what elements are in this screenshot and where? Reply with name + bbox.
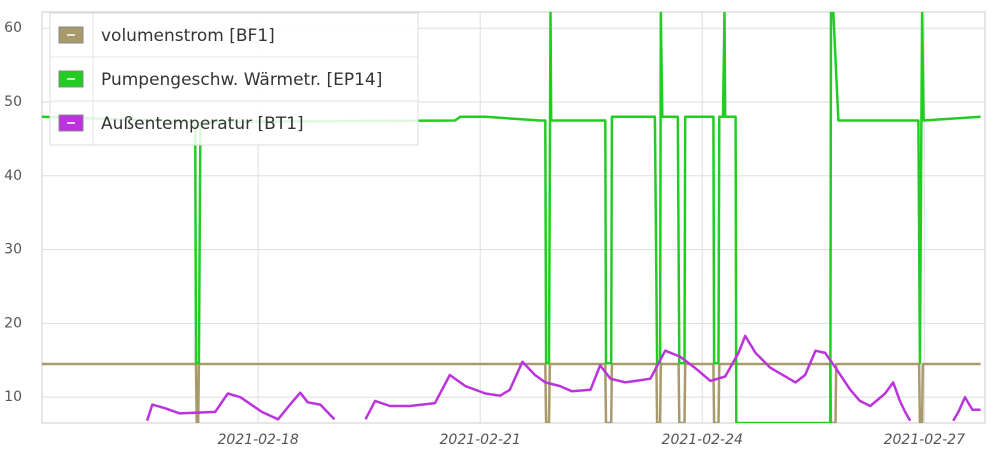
x-tick-label: 2021-02-24	[662, 432, 743, 448]
y-tick-label: 60	[4, 20, 22, 36]
legend: volumenstrom [BF1] Pumpengeschw. Wärmetr.…	[49, 12, 419, 146]
y-tick-label: 20	[4, 315, 22, 331]
series-line	[42, 362, 981, 423]
y-tick-label: 10	[4, 389, 22, 405]
legend-label: volumenstrom [BF1]	[101, 26, 275, 46]
series-line	[42, 12, 981, 423]
x-tick-label: 2021-02-27	[884, 432, 965, 448]
x-tick-label: 2021-02-18	[217, 432, 298, 448]
legend-box	[49, 12, 419, 146]
y-tick-label: 40	[4, 168, 22, 184]
y-tick-label: 50	[4, 94, 22, 110]
series-line	[145, 334, 981, 422]
y-tick-label: 30	[4, 242, 22, 258]
legend-label: Pumpengeschw. Wärmetr. [EP14]	[101, 70, 382, 90]
legend-label: Außentemperatur [BT1]	[101, 114, 304, 134]
plot-frame	[41, 11, 986, 424]
x-tick-label: 2021-02-21	[440, 432, 521, 448]
